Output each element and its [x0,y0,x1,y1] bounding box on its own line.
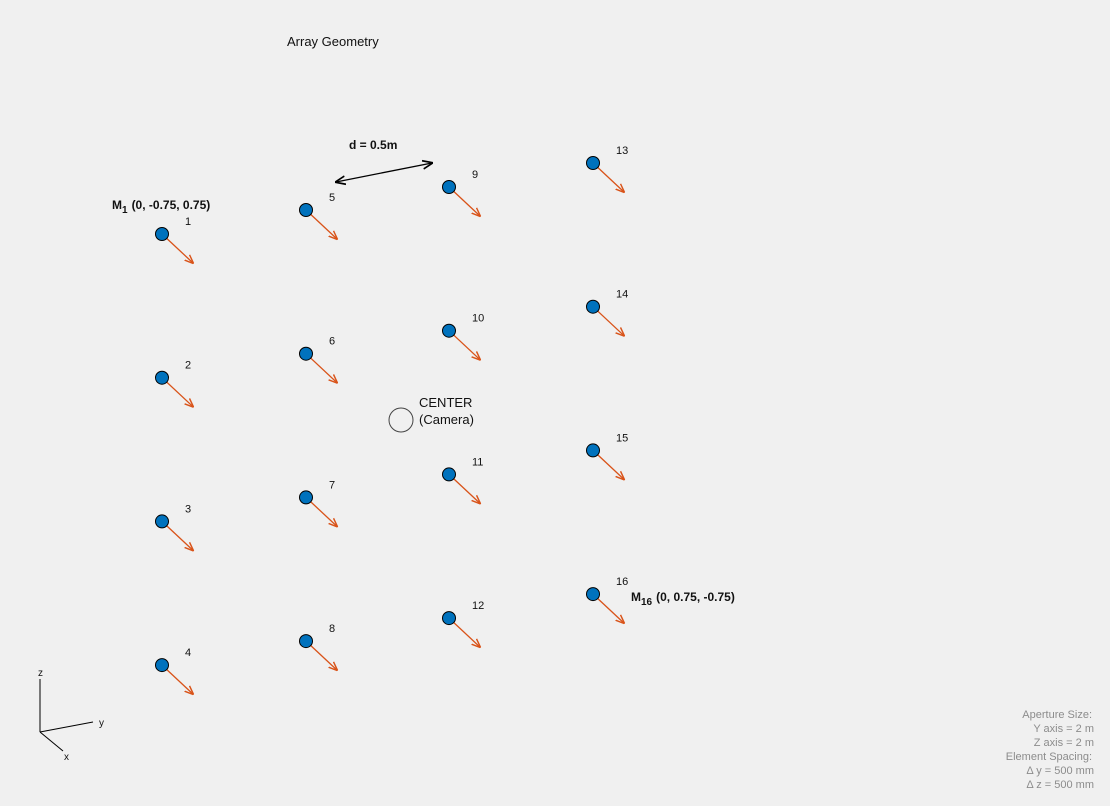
aperture-info: Aperture Size: Y axis = 2 m Z axis = 2 m… [1006,709,1094,791]
array-element-16 [586,587,600,602]
array-element-7 [299,490,313,505]
y-axis-line [39,721,94,733]
array-element-3 [155,514,169,529]
m16-subscript: 16 [641,597,653,608]
element-number-7: 7 [329,479,335,491]
normal-arrow-1 [161,233,193,263]
m1-coords: (0, -0.75, 0.75) [132,198,211,212]
normal-arrow-9 [448,186,480,216]
camera-center-marker [388,407,414,433]
element-number-11: 11 [472,456,483,468]
m16-coords: (0, 0.75, -0.75) [656,590,735,604]
element-number-13: 13 [616,145,628,157]
m1-label: M1 (0, -0.75, 0.75) [112,198,210,216]
normal-arrow-4 [161,664,193,694]
element-number-6: 6 [329,336,335,348]
array-element-5 [299,203,313,217]
camera-label: (Camera) [419,412,474,427]
axes-triad: z y x [38,668,104,763]
normal-arrow-3 [161,520,193,550]
spacing-label: d = 0.5m [349,138,397,152]
normal-arrow-8 [305,640,337,670]
element-number-4: 4 [185,647,191,659]
y-axis-size: Y axis = 2 m [1033,723,1094,735]
m1-letter: M [112,198,122,212]
element-number-5: 5 [329,192,335,204]
normal-arrow-16 [592,593,624,623]
element-number-1: 1 [185,216,191,228]
element-number-3: 3 [185,503,191,515]
normal-arrow-12 [448,617,480,647]
element-number-14: 14 [616,289,628,301]
spacing-arrow [336,163,432,182]
element-number-15: 15 [616,432,628,444]
element-number-9: 9 [472,169,478,181]
m1-subscript: 1 [122,205,128,216]
normal-arrow-6 [305,353,337,383]
normal-arrow-13 [592,162,624,192]
element-number-16: 16 [616,576,628,588]
element-number-10: 10 [472,313,484,325]
normal-arrow-14 [592,306,624,336]
normal-arrow-10 [448,330,480,360]
array-element-4 [155,658,169,673]
element-spacing-heading: Element Spacing: [1006,751,1092,763]
center-label: CENTER [419,395,472,410]
y-axis-label: y [99,718,104,729]
array-element-12 [442,611,456,626]
array-element-2 [155,370,169,385]
normal-arrow-15 [592,449,624,479]
array-element-11 [442,467,456,482]
element-number-2: 2 [185,360,191,372]
x-axis-label: x [64,752,69,763]
array-element-10 [442,323,456,338]
delta-z-spacing: Δ z = 500 mm [1026,779,1094,791]
figure-title: Array Geometry [287,34,379,49]
array-element-8 [299,634,313,649]
m16-letter: M [631,590,641,604]
element-number-8: 8 [329,623,335,635]
array-element-15 [586,443,600,458]
element-number-12: 12 [472,600,484,612]
array-element-6 [299,346,313,361]
array-element-14 [586,299,600,314]
array-element-13 [586,156,600,170]
z-axis-size: Z axis = 2 m [1034,737,1094,749]
m16-label: M16 (0, 0.75, -0.75) [631,590,735,608]
x-axis-line [39,731,64,752]
normal-arrow-5 [305,209,337,239]
normal-arrow-7 [305,496,337,526]
delta-y-spacing: Δ y = 500 mm [1026,765,1094,777]
z-axis-label: z [38,668,43,679]
aperture-size-heading: Aperture Size: [1022,709,1092,721]
array-element-9 [442,180,456,194]
normal-arrow-2 [161,377,193,407]
normal-arrow-11 [448,473,480,503]
array-element-1 [155,227,169,241]
